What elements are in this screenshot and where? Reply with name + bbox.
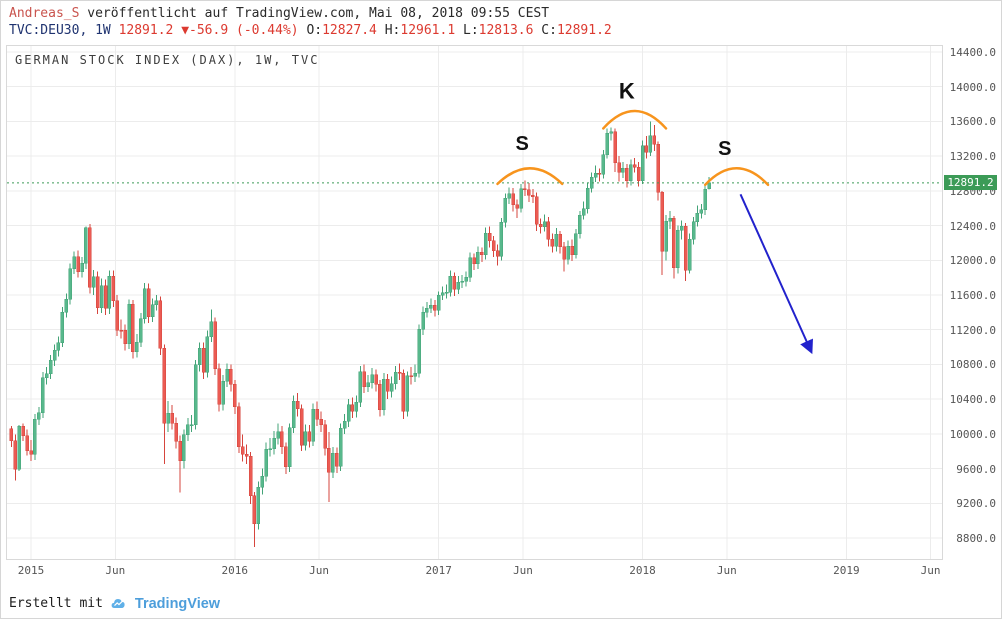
high-value: 12961.1 — [400, 23, 463, 38]
candlestick-chart: S K S — [7, 46, 942, 559]
publish-line: Andreas_S veröffentlicht auf TradingView… — [9, 6, 549, 21]
chart-legend: GERMAN STOCK INDEX (DAX), 1W, TVC — [15, 53, 320, 67]
annotation-letter: K — [619, 79, 635, 104]
current-price-badge: 12891.2 — [944, 174, 997, 190]
time-axis-label: 2018 — [629, 564, 656, 577]
time-axis-label: Jun — [920, 564, 941, 577]
price-axis-label: 9600.0 — [956, 462, 996, 476]
price-axis-label: 11200.0 — [949, 323, 996, 337]
time-axis-label: 2015 — [17, 564, 45, 577]
tradingview-logo[interactable] — [110, 595, 128, 613]
annotation-letter: S — [718, 138, 731, 160]
shoulder-arc — [703, 167, 770, 187]
open-label: O: — [306, 23, 323, 38]
snapshot-footer: Erstellt mit TradingView — [1, 587, 1001, 618]
open-value: 12827.4 — [322, 23, 385, 38]
time-axis-label: Jun — [309, 564, 330, 577]
close-value: 12891.2 — [556, 23, 612, 38]
time-axis-label: Jun — [105, 564, 126, 577]
high-label: H: — [384, 23, 401, 38]
author-link[interactable]: Andreas_S — [9, 6, 80, 21]
candles — [9, 121, 711, 547]
price-axis-label: 14000.0 — [949, 80, 996, 94]
time-axis: 2015 Jun 2016 Jun 2017 Jun 2018 Jun 2019 Jun — [6, 561, 943, 583]
publish-info: veröffentlicht auf TradingView.com, Mai … — [79, 6, 550, 21]
price-axis-label: 10000.0 — [949, 427, 996, 441]
price-axis-label: 14400.0 — [949, 46, 996, 59]
price-change: ▼-56.9 (-0.44%) — [181, 23, 307, 38]
low-label: L: — [463, 23, 479, 38]
price-axis-label: 9200.0 — [956, 497, 996, 511]
price-axis-label: 12000.0 — [949, 254, 996, 268]
time-axis-label: Jun — [716, 564, 737, 577]
tradingview-link[interactable]: TradingView — [134, 595, 221, 612]
footer-text: Erstellt mit — [9, 596, 103, 611]
low-value: 12813.6 — [478, 23, 542, 38]
symbol-link[interactable]: TVC:DEU30, 1W — [9, 23, 119, 38]
price-axis-label: 10800.0 — [949, 358, 996, 372]
trend-arrow — [739, 193, 813, 355]
price-axis-label: 8800.0 — [956, 532, 996, 545]
price-axis: 12891.2 8800.0 9200.0 9600.0 10000.0 10400.0… — [943, 45, 1000, 560]
shoulder-arc — [496, 167, 564, 186]
time-axis-label: 2017 — [425, 564, 452, 577]
price-axis-label: 13200.0 — [949, 150, 996, 164]
price-axis-label: 13600.0 — [949, 115, 996, 129]
snapshot-header: Andreas_S veröffentlicht auf TradingView… — [1, 1, 1001, 43]
price-axis-label: 11600.0 — [949, 289, 996, 302]
price-axis-label: 10400.0 — [949, 393, 996, 407]
time-axis-label: Jun — [513, 564, 533, 577]
time-axis-label: 2019 — [833, 564, 860, 577]
tradingview-logo-icon — [111, 598, 125, 608]
annotation-letter: S — [516, 133, 529, 155]
close-label: C: — [541, 23, 557, 38]
chart-plot-area: S K S GERMAN STOCK INDEX (DAX), 1W, TVC — [6, 45, 943, 560]
ohlc-line: TVC:DEU30, 1W 12891.2 ▼-56.9 (-0.44%) O:… — [9, 23, 612, 38]
price-axis-label: 12400.0 — [949, 219, 996, 233]
last-price-value: 12891.2 — [118, 23, 182, 38]
time-axis-label: 2016 — [221, 564, 249, 577]
shoulder-arc — [602, 109, 668, 130]
